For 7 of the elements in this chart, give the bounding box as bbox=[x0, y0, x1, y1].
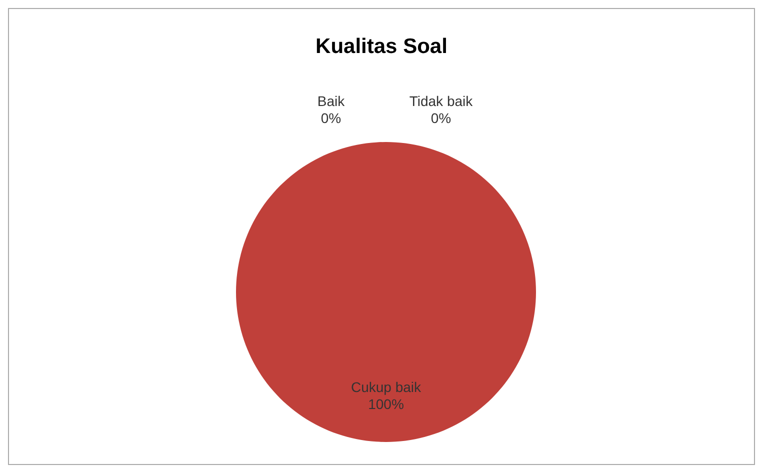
data-label: 100% bbox=[368, 396, 404, 412]
category-label: Tidak baik bbox=[409, 93, 473, 109]
text: 0% bbox=[430, 110, 452, 126]
slice-label: Cukup baik bbox=[350, 379, 422, 395]
text: 0% bbox=[320, 110, 342, 126]
chart-title: Kualitas Soal bbox=[314, 34, 448, 60]
category-label: Baik bbox=[317, 93, 345, 109]
